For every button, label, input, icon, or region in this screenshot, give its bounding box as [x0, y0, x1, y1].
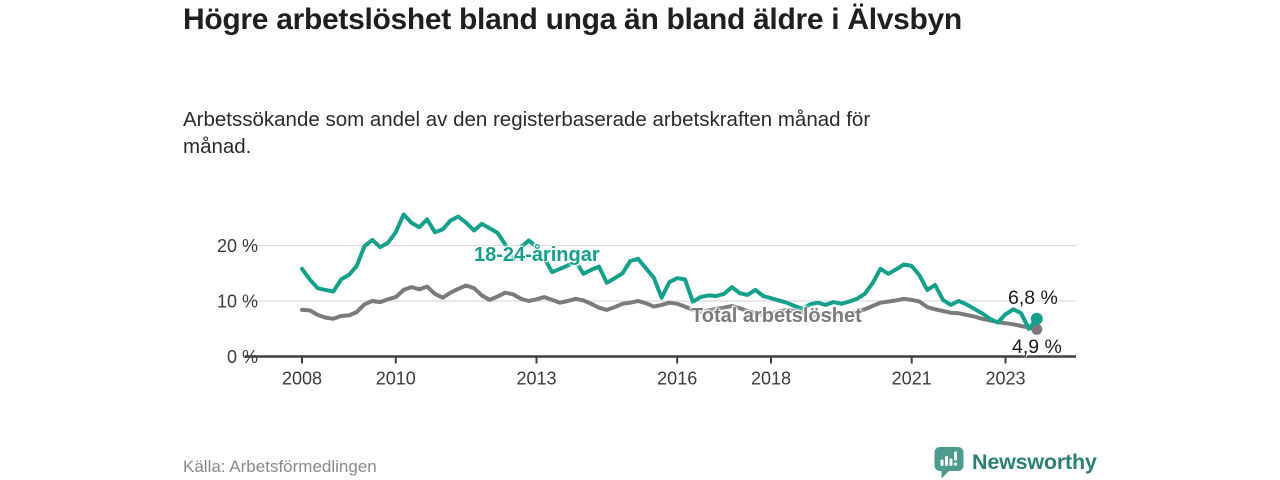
newsworthy-bubble-chart-icon [933, 446, 965, 479]
x-tick-label: 2023 [985, 369, 1025, 389]
series-label-total: Total arbetslöshet [691, 305, 862, 327]
x-tick-label: 2018 [751, 369, 791, 389]
source-text: Källa: Arbetsförmedlingen [183, 457, 377, 476]
page-title: Högre arbetslöshet bland unga än bland ä… [183, 3, 962, 36]
x-tick-label: 2013 [516, 369, 556, 389]
y-tick-label: 20 % [217, 236, 258, 256]
end-value-young: 6,8 % [1008, 287, 1058, 309]
series-label-young: 18-24-åringar [474, 244, 600, 266]
x-tick-label: 2010 [376, 369, 416, 389]
end-value-total: 4,9 % [1012, 336, 1062, 358]
series-line-young [300, 212, 1039, 331]
chart-subtitle: Arbetssökande som andel av den registerb… [183, 108, 871, 158]
brand-logo: Newsworthy [933, 446, 1097, 479]
brand-name: Newsworthy [972, 450, 1097, 474]
series-line-total [300, 283, 1039, 332]
x-tick-label: 2021 [892, 369, 932, 389]
y-tick-label: 10 % [217, 292, 258, 312]
series-end-dot-total [1031, 323, 1043, 335]
x-tick-label: 2008 [282, 369, 322, 389]
y-tick-label: 0 % [227, 347, 258, 367]
series-end-dot-young [1030, 312, 1043, 325]
x-tick-label: 2016 [657, 369, 697, 389]
